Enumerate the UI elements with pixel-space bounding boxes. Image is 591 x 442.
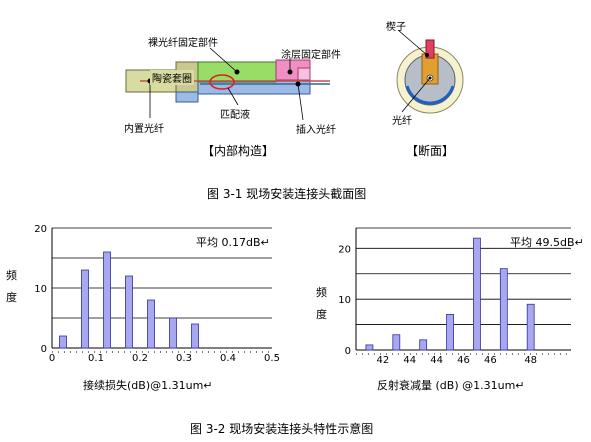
- bar: [526, 303, 535, 351]
- bar: [446, 314, 454, 351]
- caption-internal-structure: 【内部构造】: [202, 144, 275, 158]
- x-tick-label: 46: [484, 355, 497, 366]
- label-ceramic-ferrule: 陶瓷套圈: [150, 70, 194, 85]
- y-tick-label: 0: [345, 346, 351, 357]
- x-tick-label: 0.4: [220, 353, 236, 364]
- label-coating-fix: 涂层固定部件: [281, 50, 341, 61]
- y-tick-label: 0: [41, 344, 47, 355]
- x-tick-label: 0.5: [264, 353, 280, 364]
- y-tick-label: 20: [338, 244, 351, 255]
- bar: [125, 275, 133, 349]
- caption-section: 【断面】: [406, 144, 455, 158]
- y-tick-label: 10: [34, 284, 47, 295]
- left-xlabel: 接续损失(dB)@1.31um↵: [83, 379, 213, 392]
- chart-return-loss: 0 10 20 42 44 44 46 46 48: [338, 227, 571, 366]
- bar: [419, 339, 428, 351]
- figure-3-2-caption: 图 3-2 现场安装连接头特性示意图: [190, 422, 374, 436]
- y-tick-label: 20: [34, 224, 47, 235]
- x-tick-label: 42: [377, 355, 390, 366]
- x-tick-label: 0.2: [132, 353, 148, 364]
- bar: [392, 334, 401, 351]
- x-tick-label: 46: [457, 355, 470, 366]
- label-inserted-fiber: 插入光纤: [296, 125, 336, 136]
- bar: [499, 268, 508, 351]
- label-fiber-fix: 裸光纤固定部件: [148, 38, 218, 49]
- section-view: [396, 29, 464, 114]
- left-ylabel: 频度: [6, 269, 17, 304]
- x-tick-label: 44: [403, 355, 416, 366]
- connector-diagram: [125, 29, 464, 121]
- right-annotation: 平均 49.5dB↵: [510, 236, 584, 249]
- x-tick-label: 0: [49, 353, 55, 364]
- label-matching-liquid: 匹配液: [220, 110, 250, 121]
- right-xlabel: 反射衰减量 (dB) @1.31um↵: [377, 379, 525, 392]
- matching-liquid-oval: [209, 74, 235, 90]
- bar: [103, 251, 111, 349]
- bar: [59, 335, 67, 349]
- bar: [81, 269, 89, 349]
- bar: [473, 237, 481, 351]
- bar: [147, 299, 155, 349]
- bar: [365, 344, 374, 351]
- x-tick-label: 48: [524, 355, 537, 366]
- x-tick-label: 0.1: [88, 353, 104, 364]
- bar: [191, 323, 199, 349]
- bar: [169, 317, 177, 349]
- label-section-fiber: 光纤: [392, 116, 412, 127]
- y-tick-label: 10: [338, 295, 351, 306]
- lower-flange: [175, 91, 199, 103]
- label-built-in-fiber: 内置光纤: [124, 124, 164, 135]
- x-tick-label: 44: [430, 355, 443, 366]
- figure-3-1-caption: 图 3-1 现场安装连接头截面图: [207, 187, 367, 201]
- x-tick-label: 0.3: [176, 353, 192, 364]
- chart-splice-loss: 0 10 20 0 0.1 0.2 0.3 0.4 0.5: [34, 224, 280, 364]
- left-annotation: 平均 0.17dB↵: [196, 236, 270, 249]
- label-wedge: 楔子: [386, 22, 406, 33]
- right-ylabel: 频度: [316, 286, 327, 321]
